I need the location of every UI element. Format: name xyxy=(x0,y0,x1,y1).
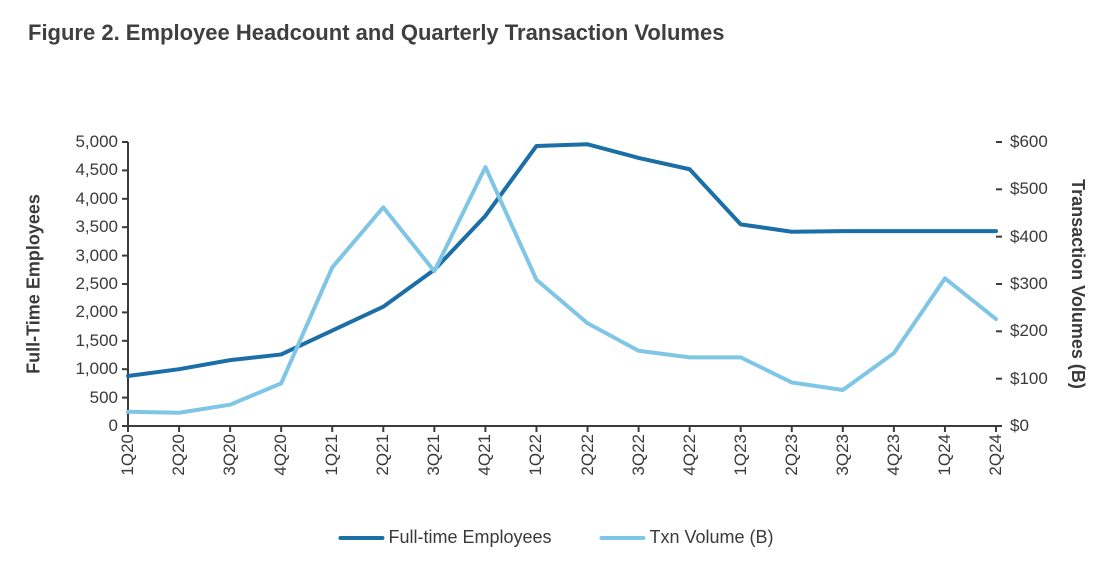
x-tick-label: 1Q20 xyxy=(118,434,138,476)
legend-item-txn: Txn Volume (B) xyxy=(600,527,774,548)
x-tick-label: 4Q22 xyxy=(680,434,700,476)
legend-label-txn: Txn Volume (B) xyxy=(650,527,774,548)
x-tick-label: 2Q21 xyxy=(373,434,393,476)
legend-swatch-txn xyxy=(600,536,646,540)
x-tick-label: 3Q23 xyxy=(833,434,853,476)
x-tick-label: 1Q24 xyxy=(935,434,955,476)
y-right-tick-label: $500 xyxy=(996,179,1048,199)
y-right-axis-label: Transaction Volumes (B) xyxy=(1068,179,1089,389)
line-chart-svg xyxy=(128,142,996,426)
legend: Full-time Employees Txn Volume (B) xyxy=(338,527,773,548)
series-line xyxy=(128,167,996,413)
y-left-tick-label: 4,500 xyxy=(75,160,128,180)
y-right-tick-label: $200 xyxy=(996,321,1048,341)
y-left-tick-label: 5,000 xyxy=(75,132,128,152)
plot-area: 05001,0001,5002,0002,5003,0003,5004,0004… xyxy=(128,142,996,426)
x-tick-label: 1Q22 xyxy=(526,434,546,476)
x-tick-label: 2Q20 xyxy=(169,434,189,476)
x-tick-label: 4Q20 xyxy=(271,434,291,476)
figure-title: Figure 2. Employee Headcount and Quarter… xyxy=(28,20,1084,46)
y-left-tick-label: 0 xyxy=(109,416,128,436)
y-left-tick-label: 1,000 xyxy=(75,359,128,379)
y-left-tick-label: 4,000 xyxy=(75,189,128,209)
x-tick-label: 3Q22 xyxy=(629,434,649,476)
y-right-tick-label: $0 xyxy=(996,416,1029,436)
y-right-tick-label: $400 xyxy=(996,227,1048,247)
y-left-tick-label: 1,500 xyxy=(75,331,128,351)
legend-label-employees: Full-time Employees xyxy=(388,527,551,548)
legend-item-employees: Full-time Employees xyxy=(338,527,551,548)
x-tick-label: 1Q23 xyxy=(731,434,751,476)
series-line xyxy=(128,144,996,376)
x-tick-label: 4Q23 xyxy=(884,434,904,476)
y-left-tick-label: 2,500 xyxy=(75,274,128,294)
x-tick-label: 3Q20 xyxy=(220,434,240,476)
x-tick-label: 2Q23 xyxy=(782,434,802,476)
figure-container: Figure 2. Employee Headcount and Quarter… xyxy=(0,0,1112,574)
x-tick-label: 2Q22 xyxy=(578,434,598,476)
y-right-tick-label: $300 xyxy=(996,274,1048,294)
x-tick-label: 3Q21 xyxy=(424,434,444,476)
legend-swatch-employees xyxy=(338,536,384,540)
y-left-tick-label: 3,500 xyxy=(75,217,128,237)
y-right-tick-label: $600 xyxy=(996,132,1048,152)
y-right-tick-label: $100 xyxy=(996,369,1048,389)
y-left-tick-label: 3,000 xyxy=(75,246,128,266)
x-tick-label: 1Q21 xyxy=(322,434,342,476)
chart-outer: Full-Time Employees Transaction Volumes … xyxy=(28,54,1084,554)
x-tick-label: 2Q24 xyxy=(986,434,1006,476)
y-left-tick-label: 2,000 xyxy=(75,302,128,322)
x-tick-label: 4Q21 xyxy=(475,434,495,476)
y-left-axis-label: Full-Time Employees xyxy=(24,194,45,374)
y-left-tick-label: 500 xyxy=(90,388,128,408)
